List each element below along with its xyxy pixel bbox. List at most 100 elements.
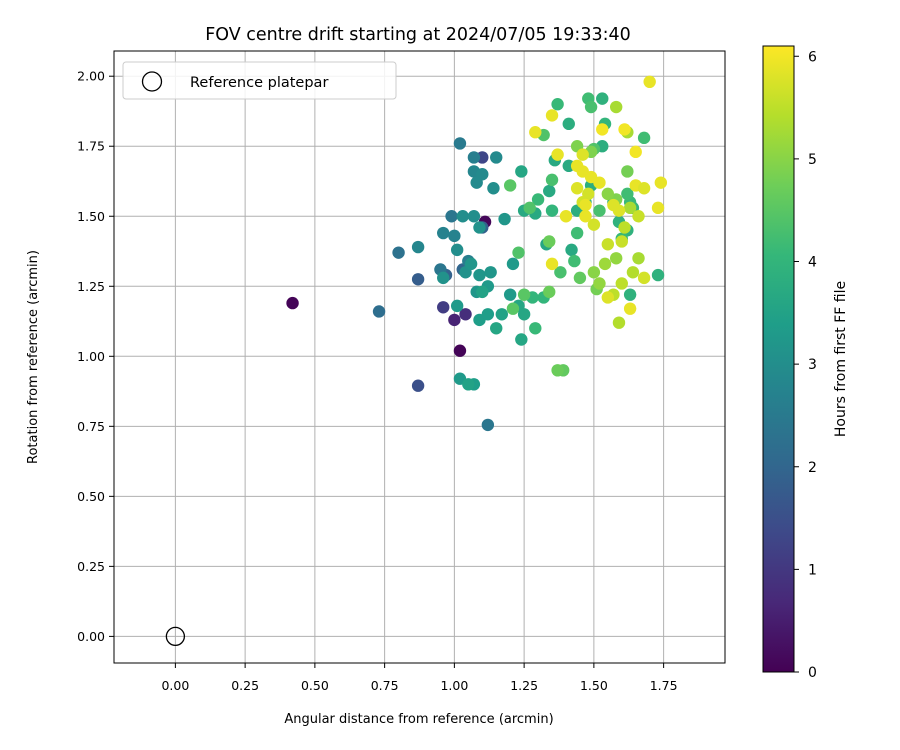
chart-title: FOV centre drift starting at 2024/07/05 …	[205, 25, 631, 45]
scatter-point	[637, 131, 651, 145]
scatter-point	[476, 285, 489, 299]
legend-marker-reference	[141, 71, 163, 92]
y-tick-label: 1.50	[77, 209, 105, 224]
scatter-point	[621, 165, 634, 178]
plot-background	[114, 51, 725, 663]
scatter-point	[593, 277, 606, 290]
scatter-point	[512, 246, 525, 259]
scatter-point	[529, 126, 542, 139]
x-tick-label: 0.25	[231, 678, 259, 693]
scatter-point	[470, 176, 483, 189]
scatter-point	[598, 257, 612, 271]
scatter-point	[637, 182, 651, 195]
scatter-point	[615, 235, 628, 248]
x-axis-label: Angular distance from reference (arcmin)	[284, 712, 553, 727]
legend: Reference platepar	[122, 61, 397, 100]
scatter-point	[543, 285, 556, 299]
scatter-point	[531, 193, 545, 206]
scatter-point	[579, 198, 592, 212]
scatter-point	[437, 271, 450, 285]
scatter-point	[601, 187, 615, 201]
scatter-point	[506, 302, 520, 315]
y-tick-label: 1.25	[77, 279, 105, 294]
x-tick-label: 1.50	[580, 678, 608, 693]
x-tick-label: 0.75	[371, 678, 399, 693]
scatter-point	[437, 301, 450, 314]
scatter-point	[623, 288, 637, 301]
scatter-point	[523, 201, 536, 215]
scatter-point	[629, 145, 642, 159]
y-tick-label: 1.00	[77, 349, 105, 364]
y-axis-ticks: 0.00 0.25 0.50 0.75 1.00 1.25 1.50 1.75 2.00	[77, 69, 114, 644]
scatter-point	[545, 204, 559, 217]
scatter-point	[437, 226, 450, 240]
colorbar-tick-label: 0	[808, 665, 817, 681]
scatter-point	[445, 210, 458, 223]
scatter-point	[623, 302, 637, 315]
scatter-points	[286, 75, 668, 432]
scatter-point	[453, 137, 467, 150]
scatter-point	[623, 201, 637, 215]
scatter-point	[503, 288, 517, 301]
scatter-point	[459, 308, 472, 321]
scatter-point	[612, 316, 626, 329]
scatter-point	[565, 243, 578, 257]
scatter-point	[596, 92, 609, 105]
y-tick-label: 2.00	[77, 69, 105, 84]
scatter-point	[543, 184, 556, 198]
scatter-point	[517, 288, 531, 301]
x-tick-label: 0.50	[301, 678, 329, 693]
scatter-point	[506, 257, 520, 271]
scatter-point	[621, 187, 634, 201]
scatter-point	[503, 179, 517, 192]
scatter-point	[529, 322, 542, 335]
colorbar-tick-label: 4	[808, 255, 817, 271]
scatter-point	[372, 305, 386, 318]
colorbar-tick-label: 6	[808, 49, 817, 65]
x-tick-label: 1.25	[510, 678, 538, 693]
scatter-point	[562, 117, 575, 131]
x-tick-label: 1.00	[440, 678, 468, 693]
colorbar-label: Hours from first FF file	[833, 281, 849, 437]
scatter-point	[543, 235, 556, 248]
colorbar: 0 1 2 3 4 5 6 Hours from first FF file	[762, 45, 849, 681]
x-axis-ticks: 0.00 0.25 0.50 0.75 1.00 1.25 1.50 1.75	[161, 663, 678, 693]
colorbar-tick-label: 5	[808, 152, 817, 168]
scatter-point	[593, 204, 606, 217]
scatter-point	[456, 210, 469, 223]
scatter-point	[570, 226, 584, 240]
scatter-point	[601, 291, 615, 304]
scatter-point	[545, 109, 559, 122]
scatter-point	[587, 266, 601, 279]
scatter-point	[570, 182, 584, 195]
y-tick-label: 0.25	[77, 559, 105, 574]
scatter-point	[568, 254, 581, 268]
scatter-point	[411, 379, 425, 392]
scatter-point	[651, 268, 665, 282]
scatter-point	[637, 271, 651, 285]
scatter-point	[498, 212, 511, 226]
scatter-point	[612, 204, 626, 217]
scatter-point	[450, 299, 464, 313]
scatter-point	[573, 271, 587, 285]
colorbar-tick-label: 1	[808, 562, 817, 578]
scatter-point	[601, 238, 615, 251]
y-tick-label: 0.75	[77, 419, 105, 434]
scatter-point	[559, 210, 573, 223]
scatter-point	[570, 159, 584, 173]
scatter-point	[481, 308, 495, 321]
scatter-point	[584, 100, 598, 114]
x-tick-label: 1.75	[650, 678, 678, 693]
y-tick-label: 1.75	[77, 139, 105, 154]
scatter-point	[495, 308, 509, 321]
x-tick-label: 0.00	[161, 678, 189, 693]
scatter-point	[467, 151, 481, 164]
reference-marker	[165, 626, 186, 647]
scatter-point	[392, 246, 405, 259]
colorbar-gradient	[762, 45, 795, 673]
y-tick-label: 0.00	[77, 629, 105, 644]
legend-label-reference: Reference platepar	[190, 75, 328, 91]
scatter-point	[618, 221, 631, 234]
scatter-point	[579, 210, 592, 223]
